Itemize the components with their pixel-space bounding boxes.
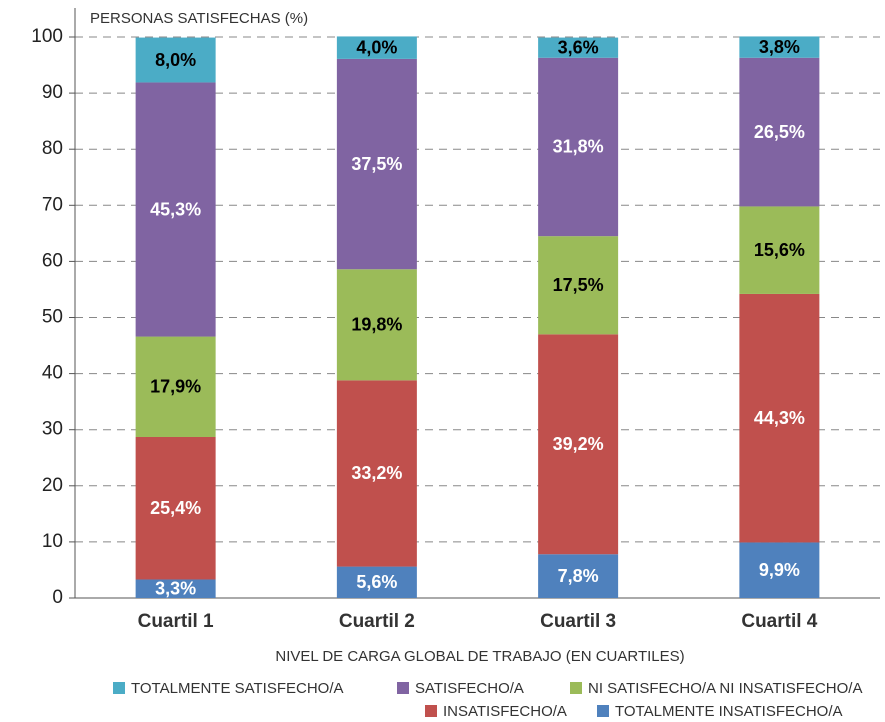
value-label: 3,3% [155,578,196,598]
legend-label: TOTALMENTE SATISFECHO/A [131,680,344,697]
bar-segment [336,269,417,381]
bar-segment [739,57,820,207]
bar-segment [336,58,417,270]
bar-segment [135,579,216,598]
bar-segment [135,336,216,437]
value-label: 3,8% [759,37,800,57]
y-tick-label: 20 [42,475,63,496]
bar-segment [739,206,820,294]
bar-segment [336,36,417,59]
value-label: 9,9% [759,560,800,580]
value-label: 44,3% [754,408,805,428]
value-label: 17,5% [553,275,604,295]
y-tick-label: 100 [31,26,63,47]
y-tick-label: 0 [52,587,63,608]
value-label: 25,4% [150,498,201,518]
legend-label: TOTALMENTE INSATISFECHO/A [615,703,843,720]
x-axis-title: NIVEL DE CARGA GLOBAL DE TRABAJO (EN CUA… [275,648,684,665]
y-axis-title: PERSONAS SATISFECHAS (%) [90,10,308,27]
value-label: 7,8% [558,566,599,586]
x-tick-label: Cuartil 1 [138,611,214,632]
bar-segment [538,236,619,335]
x-tick-label: Cuartil 2 [339,611,415,632]
bar-segment [739,542,820,598]
y-tick-label: 80 [42,138,63,159]
value-label: 8,0% [155,50,196,70]
legend-swatch [597,705,609,717]
value-label: 15,6% [754,240,805,260]
bar-segment [336,566,417,598]
bar-segment [739,293,820,543]
value-label: 19,8% [351,315,402,335]
y-tick-label: 90 [42,82,63,103]
value-label: 5,6% [356,572,397,592]
y-tick-label: 30 [42,419,63,440]
value-label: 45,3% [150,199,201,219]
legend-swatch [397,682,409,694]
bar-segment [135,82,216,337]
legend-label: INSATISFECHO/A [443,703,567,720]
value-label: 4,0% [356,37,397,57]
bar-segment [135,37,216,83]
value-label: 33,2% [351,463,402,483]
bar-segment [538,57,619,237]
value-label: 31,8% [553,137,604,157]
x-tick-label: Cuartil 4 [741,611,817,632]
legend-swatch [570,682,582,694]
value-label: 26,5% [754,122,805,142]
value-label: 17,9% [150,377,201,397]
value-label: 37,5% [351,154,402,174]
legend-swatch [425,705,437,717]
legend-label: SATISFECHO/A [415,680,524,697]
legend-label: NI SATISFECHO/A NI INSATISFECHO/A [588,680,862,697]
value-label: 3,6% [558,37,599,57]
value-label: 39,2% [553,434,604,454]
bar-segment [538,334,619,555]
y-tick-label: 60 [42,250,63,271]
y-tick-label: 50 [42,307,63,328]
bar-segment [135,436,216,580]
y-tick-label: 10 [42,531,63,552]
bar-segment [538,37,619,58]
legend-swatch [113,682,125,694]
y-tick-label: 70 [42,194,63,215]
bar-segment [336,380,417,567]
bar-segment [739,36,820,58]
bar-segment [538,554,619,598]
y-tick-label: 40 [42,363,63,384]
x-tick-label: Cuartil 3 [540,611,616,632]
